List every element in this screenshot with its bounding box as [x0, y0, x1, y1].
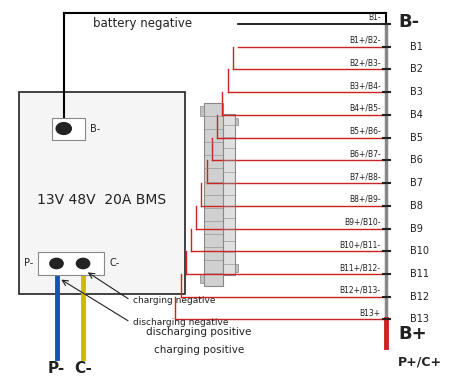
Bar [204, 103, 223, 287]
Text: B8+/B9-: B8+/B9- [349, 195, 381, 204]
Text: charging positive: charging positive [154, 345, 244, 355]
Circle shape [50, 258, 63, 269]
Bar [19, 92, 185, 294]
Text: B13+: B13+ [359, 309, 381, 318]
Bar [52, 118, 85, 139]
Text: B6: B6 [410, 155, 423, 165]
Text: B11+/B12-: B11+/B12- [340, 263, 381, 272]
Text: B9: B9 [410, 224, 423, 233]
Text: 13V 48V  20A BMS: 13V 48V 20A BMS [37, 193, 166, 207]
Text: B+: B+ [398, 325, 427, 343]
Text: C-: C- [109, 259, 119, 268]
Text: B12+/B13-: B12+/B13- [339, 286, 381, 295]
Text: B1-: B1- [368, 13, 381, 22]
Text: P-: P- [24, 259, 33, 268]
Text: B11: B11 [410, 269, 429, 279]
Bar [235, 264, 238, 272]
Text: P-: P- [48, 361, 65, 375]
Text: B10: B10 [410, 246, 429, 256]
Bar [200, 106, 204, 116]
Text: B3+/B4-: B3+/B4- [349, 81, 381, 90]
Bar [223, 114, 235, 276]
Text: B7+/B8-: B7+/B8- [349, 172, 381, 181]
Circle shape [76, 258, 90, 269]
Text: B8: B8 [410, 201, 423, 211]
Circle shape [56, 123, 72, 135]
Text: discharging positive: discharging positive [146, 327, 252, 337]
Text: B5: B5 [410, 133, 423, 143]
Text: B13: B13 [410, 314, 429, 325]
Text: B2+/B3-: B2+/B3- [349, 58, 381, 67]
Text: B2: B2 [410, 64, 423, 74]
Text: discharging negative: discharging negative [133, 318, 228, 327]
Text: B4: B4 [410, 110, 423, 120]
Text: B9+/B10-: B9+/B10- [344, 218, 381, 227]
Text: C-: C- [74, 361, 92, 375]
Bar [235, 118, 238, 125]
Bar [200, 274, 204, 283]
Text: battery negative: battery negative [92, 17, 192, 29]
Text: B6+/B7-: B6+/B7- [349, 149, 381, 158]
Text: B5+/B6-: B5+/B6- [349, 127, 381, 136]
Text: B10+/B11-: B10+/B11- [339, 241, 381, 250]
Text: B-: B- [398, 13, 419, 31]
Text: B7: B7 [410, 178, 423, 188]
Text: B3: B3 [410, 87, 423, 97]
Text: B4+/B5-: B4+/B5- [349, 104, 381, 113]
Text: charging negative: charging negative [133, 296, 215, 305]
Text: B12: B12 [410, 292, 429, 302]
Text: B1+/B2-: B1+/B2- [349, 36, 381, 45]
Text: B1: B1 [410, 41, 423, 52]
Text: B-: B- [90, 124, 100, 133]
Text: P+/C+: P+/C+ [398, 355, 442, 368]
Bar [38, 251, 104, 276]
